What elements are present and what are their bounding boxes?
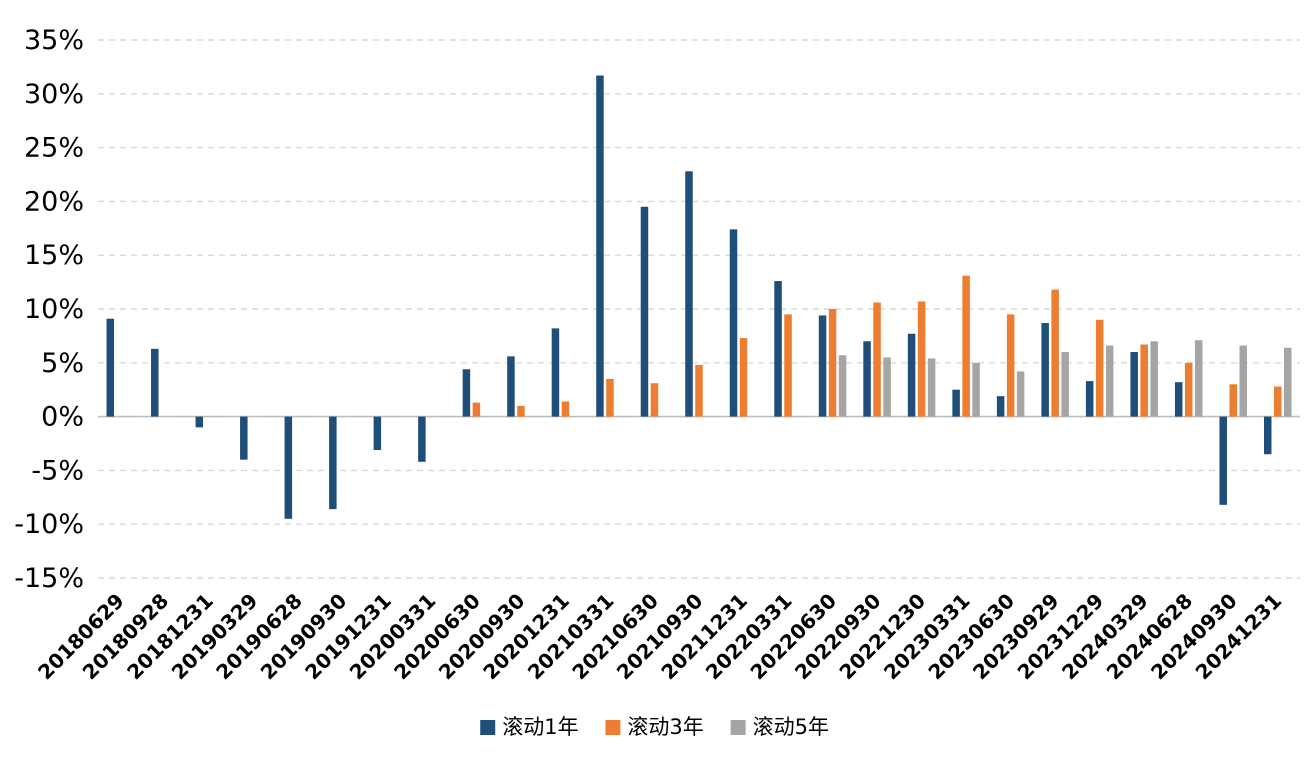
bar bbox=[1006, 314, 1015, 417]
bar bbox=[1174, 382, 1183, 417]
y-tick-label: 25% bbox=[24, 133, 84, 164]
bar bbox=[195, 416, 204, 428]
legend-swatch bbox=[605, 720, 621, 735]
legend-item: 滚动1年 bbox=[480, 715, 579, 739]
y-tick-label: 30% bbox=[24, 79, 84, 110]
bar bbox=[551, 328, 560, 417]
bar bbox=[418, 416, 426, 462]
y-tick-label: 5% bbox=[41, 348, 84, 379]
bar bbox=[1194, 340, 1203, 417]
bar bbox=[818, 315, 827, 417]
bar bbox=[784, 314, 792, 417]
bar bbox=[962, 275, 970, 417]
y-tick-label: -15% bbox=[14, 563, 84, 594]
bar bbox=[606, 378, 614, 417]
bar bbox=[774, 281, 782, 417]
bar bbox=[863, 341, 871, 417]
bar bbox=[828, 309, 837, 417]
y-tick-label: 0% bbox=[41, 402, 84, 433]
bar bbox=[151, 348, 159, 417]
bar bbox=[873, 302, 881, 417]
gridlines bbox=[98, 39, 1300, 579]
legend-swatch bbox=[730, 720, 746, 735]
bar bbox=[1061, 352, 1069, 417]
bar bbox=[1239, 345, 1247, 417]
bar bbox=[1085, 381, 1094, 417]
y-tick-label: 35% bbox=[24, 25, 84, 56]
y-axis-tick-labels: -15% -10% -5% 0% 5% 10% 15% 20% 25% 30% 35% bbox=[14, 25, 84, 594]
bar bbox=[685, 171, 693, 417]
bar bbox=[1273, 386, 1282, 417]
bar bbox=[650, 383, 659, 417]
bar bbox=[1219, 416, 1227, 505]
bar bbox=[927, 358, 936, 417]
y-tick-label: 15% bbox=[24, 240, 84, 271]
legend: 滚动1年 滚动3年 滚动5年 bbox=[480, 715, 829, 739]
bar bbox=[1229, 384, 1237, 417]
bar bbox=[739, 338, 748, 417]
bar bbox=[1263, 416, 1272, 455]
bar bbox=[1041, 322, 1049, 417]
bar bbox=[1051, 289, 1059, 417]
bar bbox=[561, 401, 570, 417]
bar bbox=[917, 301, 926, 417]
bar bbox=[1095, 319, 1104, 417]
bar bbox=[472, 402, 481, 417]
bar bbox=[1016, 371, 1025, 417]
bar bbox=[1105, 345, 1114, 417]
y-tick-label: 10% bbox=[24, 294, 84, 325]
legend-label: 滚动3年 bbox=[627, 715, 703, 739]
bar bbox=[329, 416, 337, 510]
bar-series-2 bbox=[472, 275, 1282, 417]
bar bbox=[507, 356, 515, 417]
y-tick-label: -10% bbox=[14, 509, 84, 540]
bar bbox=[907, 333, 916, 417]
bar bbox=[517, 405, 525, 417]
bar bbox=[1150, 341, 1158, 417]
bar bbox=[952, 389, 960, 417]
bar bbox=[596, 75, 604, 417]
legend-label: 滚动5年 bbox=[753, 715, 829, 739]
bar bbox=[106, 318, 115, 417]
bar bbox=[240, 416, 248, 460]
bar-series-3 bbox=[838, 340, 1292, 417]
y-tick-label: 20% bbox=[24, 186, 84, 217]
bar bbox=[373, 416, 382, 450]
y-tick-label: -5% bbox=[31, 455, 84, 486]
bar bbox=[462, 369, 471, 417]
bar bbox=[284, 416, 293, 519]
bar bbox=[1283, 347, 1292, 417]
bar bbox=[996, 396, 1005, 417]
bar bbox=[695, 364, 703, 417]
x-axis-tick-labels: 2018062920180928201812312019032920190628… bbox=[33, 589, 1286, 685]
bar bbox=[1140, 344, 1148, 417]
legend-item: 滚动3年 bbox=[605, 715, 704, 739]
bar bbox=[1130, 352, 1138, 417]
bar bbox=[1184, 362, 1193, 417]
bar bbox=[640, 206, 649, 417]
bar bbox=[972, 362, 980, 417]
bar bbox=[883, 357, 891, 417]
bar-series-1 bbox=[106, 75, 1272, 519]
legend-item: 滚动5年 bbox=[730, 715, 829, 739]
legend-label: 滚动1年 bbox=[502, 715, 578, 739]
bar bbox=[729, 229, 738, 417]
legend-swatch bbox=[480, 720, 496, 735]
bar bbox=[838, 355, 847, 417]
